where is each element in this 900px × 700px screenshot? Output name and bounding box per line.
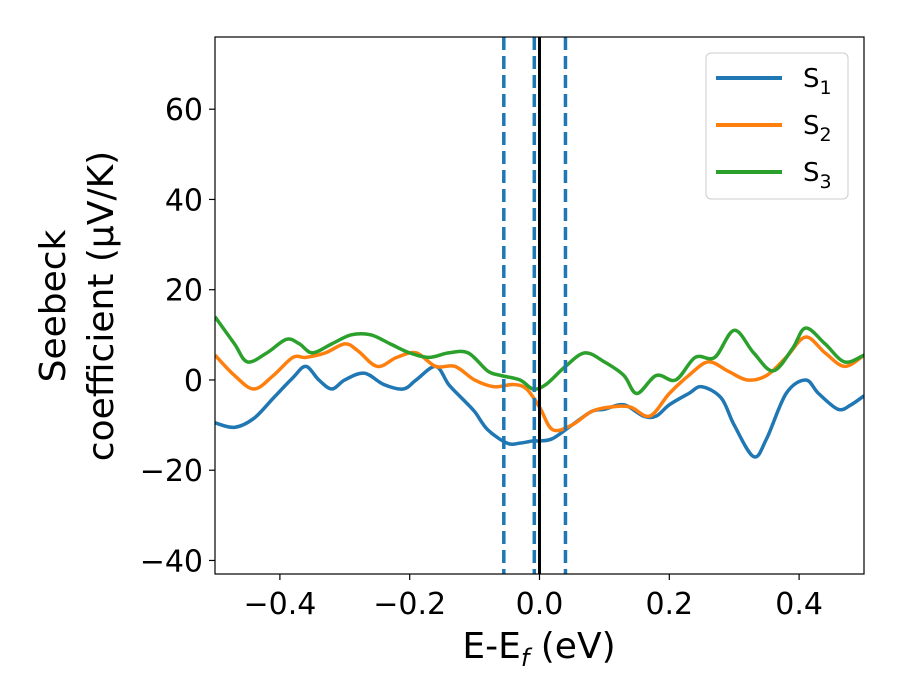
series-line-2 <box>215 335 864 433</box>
y-tick-label: 20 <box>165 274 203 309</box>
series-line-1 <box>215 364 864 459</box>
x-tick-label: 0.4 <box>775 587 823 622</box>
x-tick-label: −0.4 <box>243 587 316 622</box>
legend-label-2: S2 <box>803 111 832 146</box>
vline-layer <box>502 37 568 574</box>
y-tick-label: −40 <box>140 544 203 579</box>
legend: S1 S2 S3 <box>705 52 849 200</box>
y-tick-label: 0 <box>184 364 203 399</box>
y-axis-title: Seebeck coefficient (μV/K) <box>33 151 122 461</box>
y-axis-title-line2: coefficient (μV/K) <box>81 151 122 461</box>
x-axis-title: E-Ef (eV) <box>462 626 615 672</box>
y-axis-ticks: −40 −20 0 20 40 60 <box>140 93 215 579</box>
x-tick-label: −0.2 <box>373 587 446 622</box>
x-tick-label: 0.2 <box>645 587 693 622</box>
legend-label-3: S3 <box>803 158 832 193</box>
y-axis-title-line1: Seebeck <box>33 229 74 382</box>
x-axis-ticks: −0.4 −0.2 0.0 0.2 0.4 <box>243 574 823 622</box>
x-tick-label: 0.0 <box>516 587 564 622</box>
y-tick-label: 40 <box>165 183 203 218</box>
y-tick-label: 60 <box>165 93 203 128</box>
y-tick-label: −20 <box>140 454 203 489</box>
legend-label-1: S1 <box>803 64 832 99</box>
